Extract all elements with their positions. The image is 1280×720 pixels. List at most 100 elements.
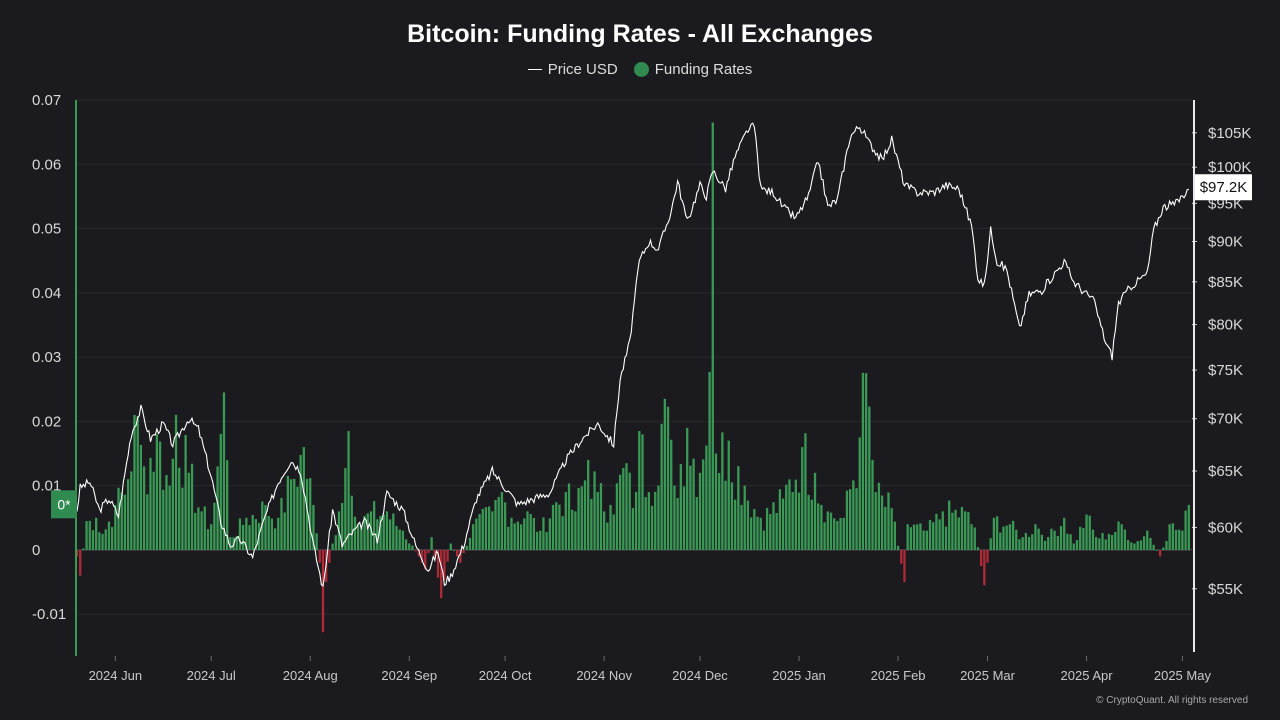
funding-bar [267, 515, 270, 550]
y-left-tick-label: 0.02 [32, 413, 61, 430]
funding-bar [577, 488, 580, 550]
chart-title: Bitcoin: Funding Rates - All Exchanges [407, 20, 873, 48]
funding-bar [730, 482, 734, 550]
funding-bar [829, 512, 833, 550]
y-right-tick-label: $105K [1208, 125, 1251, 142]
funding-bar [251, 514, 254, 550]
funding-rate-bars [75, 122, 1190, 633]
funding-bar [976, 547, 980, 550]
funding-bar [427, 549, 430, 554]
funding-bar [849, 489, 852, 550]
funding-bar [836, 521, 839, 550]
funding-bar [184, 435, 187, 550]
funding-bar [989, 538, 992, 550]
funding-bar [817, 503, 820, 550]
funding-bar [893, 521, 897, 550]
funding-bar [440, 549, 443, 599]
funding-bar [219, 433, 222, 550]
funding-bar [567, 483, 571, 550]
funding-bar [906, 524, 909, 550]
funding-bar [401, 530, 405, 550]
funding-bar [500, 492, 504, 550]
y-left-tick-label: 0.07 [32, 92, 61, 109]
funding-bar [168, 485, 171, 550]
funding-bar [845, 490, 849, 550]
funding-bar [641, 434, 644, 550]
legend-item-funding[interactable]: Funding Rates [633, 61, 752, 78]
y-right-tick-label: $100K [1208, 159, 1251, 176]
funding-bar [296, 486, 299, 550]
funding-bar [986, 549, 989, 563]
funding-bar [104, 529, 107, 550]
funding-bar [1008, 524, 1012, 550]
y-right-tick-label: $80K [1208, 317, 1243, 334]
funding-bar [273, 528, 277, 550]
funding-bar [452, 549, 456, 551]
y-left-tick-label: -0.01 [32, 606, 66, 623]
funding-bar [1018, 539, 1021, 550]
funding-bar [245, 517, 248, 550]
funding-bar [692, 458, 695, 550]
funding-bar [545, 532, 548, 550]
funding-bar [1034, 524, 1037, 550]
legend-dot-swatch [633, 62, 649, 77]
funding-bar [357, 524, 360, 550]
funding-bar [682, 486, 686, 550]
funding-bar [919, 523, 922, 550]
funding-bar [724, 480, 727, 550]
funding-bar [698, 472, 702, 550]
funding-bar [456, 549, 459, 557]
funding-bar [954, 509, 957, 550]
funding-bar [785, 484, 788, 550]
funding-bar [900, 549, 903, 564]
funding-bar [740, 504, 743, 550]
funding-bar [606, 522, 609, 550]
funding-bar [133, 414, 136, 550]
funding-bar [564, 492, 567, 550]
funding-bar [948, 500, 951, 550]
funding-bar [603, 511, 606, 550]
legend-item-price[interactable]: Price USD [527, 61, 618, 78]
funding-bar [497, 496, 500, 550]
funding-bar [964, 511, 967, 550]
funding-bar [1027, 536, 1031, 550]
funding-bar [286, 475, 290, 550]
funding-bar [411, 545, 414, 550]
funding-bar [315, 533, 318, 550]
funding-bar [529, 514, 532, 550]
funding-bar [507, 526, 510, 550]
funding-bar [864, 373, 868, 550]
zero-marker-label: 0* [57, 496, 71, 512]
funding-bar [769, 514, 772, 550]
funding-bar [107, 521, 111, 550]
x-tick-label: 2024 Jul [187, 668, 236, 683]
funding-bar [622, 467, 625, 550]
funding-bar [1155, 549, 1159, 551]
funding-bar [689, 465, 692, 550]
funding-bar [861, 372, 865, 550]
funding-bar [753, 509, 756, 550]
funding-bar [309, 478, 312, 550]
funding-bar [995, 516, 999, 550]
funding-bar [331, 543, 334, 550]
funding-bar [1101, 532, 1104, 550]
funding-bar [1098, 538, 1101, 550]
funding-bar [759, 517, 762, 550]
funding-bar [999, 532, 1002, 550]
funding-bar [446, 549, 449, 562]
funding-bar [1031, 534, 1034, 550]
funding-bar [967, 512, 970, 550]
funding-bar [823, 522, 826, 550]
funding-bar [1085, 514, 1088, 550]
funding-bar [398, 529, 401, 550]
funding-bar [88, 520, 91, 550]
funding-bar [542, 517, 545, 550]
funding-bar [1184, 510, 1187, 550]
funding-bar [951, 512, 954, 550]
funding-bar [1104, 539, 1107, 550]
zero-marker-box [51, 490, 77, 519]
funding-bar [654, 491, 657, 550]
funding-bar [609, 504, 612, 550]
funding-bar [615, 483, 619, 550]
funding-bar [1149, 537, 1152, 550]
